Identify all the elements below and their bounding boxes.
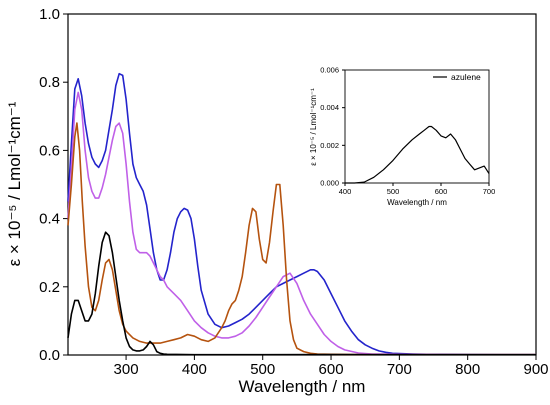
y-tick-label: 0.4 (39, 211, 60, 228)
x-tick-label: 900 (523, 361, 548, 378)
y-tick-label: 0.2 (39, 279, 60, 296)
inset-y-axis-label: ε × 10⁻⁵ / Lmol⁻¹cm⁻¹ (309, 88, 318, 166)
main-axis-ticks: 300 400 500 600 700 800 900 0.0 0.2 0.4 0.6 0.8 1.0 (39, 6, 548, 378)
y-tick-label: 0.8 (39, 74, 60, 91)
series-line-1 (345, 125, 490, 184)
inset-plot-frame (344, 69, 490, 184)
main-x-axis-label: Wavelength / nm (239, 377, 366, 396)
inset-x-axis-label: Wavelength / nm (387, 198, 447, 207)
series-line-4 (67, 231, 536, 356)
series-line-1 (67, 72, 536, 356)
y-tick-label: 1.0 (39, 6, 60, 23)
inset-legend-label: azulene (451, 72, 481, 82)
y-tick-label: 0.0 (39, 347, 60, 364)
series-line-2 (67, 91, 536, 356)
y-tick-label: 0.002 (320, 141, 339, 150)
x-tick-label: 300 (114, 361, 139, 378)
x-tick-label: 800 (455, 361, 480, 378)
main-series-group (67, 72, 536, 356)
x-tick-label: 600 (435, 187, 448, 196)
x-tick-label: 400 (182, 361, 207, 378)
x-tick-label: 400 (339, 187, 352, 196)
y-tick-label: 0.6 (39, 142, 60, 159)
y-tick-label: 0.004 (320, 103, 339, 112)
x-tick-label: 700 (483, 187, 496, 196)
main-y-axis-label: ε × 10⁻⁵ / Lmol⁻¹cm⁻¹ (5, 101, 24, 266)
x-tick-label: 500 (387, 187, 400, 196)
series-line-3 (67, 122, 536, 356)
y-tick-label: 0.000 (320, 179, 339, 188)
x-tick-label: 500 (250, 361, 275, 378)
inset-series-group (345, 125, 490, 184)
main-plot-frame (67, 13, 537, 356)
x-tick-label: 700 (387, 361, 412, 378)
inset-axis-ticks: 400 500 600 700 0.000 0.002 0.004 0.006 (320, 66, 495, 197)
y-tick-label: 0.006 (320, 66, 339, 75)
x-tick-label: 600 (319, 361, 344, 378)
